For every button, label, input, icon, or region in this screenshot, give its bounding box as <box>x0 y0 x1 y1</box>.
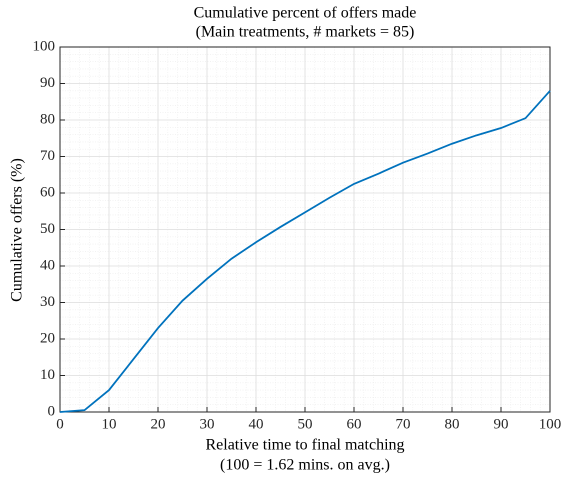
y-tick-label: 10 <box>40 367 55 383</box>
x-tick-label: 70 <box>396 416 411 432</box>
y-tick-label: 0 <box>48 403 56 419</box>
x-axis-label: Relative time to final matching <box>205 437 404 454</box>
x-tick-label: 100 <box>539 416 562 432</box>
x-tick-label: 40 <box>249 416 264 432</box>
y-tick-label: 70 <box>40 148 55 164</box>
x-tick-label: 60 <box>347 416 362 432</box>
y-tick-label: 40 <box>40 257 55 273</box>
x-tick-label: 80 <box>445 416 460 432</box>
y-tick-label: 30 <box>40 294 55 310</box>
axes-box <box>59 46 551 413</box>
y-tick-label: 60 <box>40 184 55 200</box>
chart-subtitle: (Main treatments, # markets = 85) <box>196 24 415 41</box>
data-line <box>59 90 551 413</box>
x-tick-label: 10 <box>102 416 117 432</box>
y-axis-label: Cumulative offers (%) <box>9 158 26 302</box>
x-axis-label: (100 = 1.62 mins. on avg.) <box>220 457 390 474</box>
x-tick-label: 30 <box>200 416 215 432</box>
x-tick-label: 0 <box>56 416 64 432</box>
y-tick-label: 100 <box>33 38 56 54</box>
y-tick-label: 80 <box>40 111 55 127</box>
y-tick-label: 50 <box>40 221 55 237</box>
y-tick-label: 90 <box>40 75 55 91</box>
y-tick-label: 20 <box>40 330 55 346</box>
x-tick-label: 50 <box>298 416 313 432</box>
x-tick-label: 90 <box>494 416 509 432</box>
chart-title: Cumulative percent of offers made <box>194 5 417 22</box>
x-tick-label: 20 <box>151 416 166 432</box>
